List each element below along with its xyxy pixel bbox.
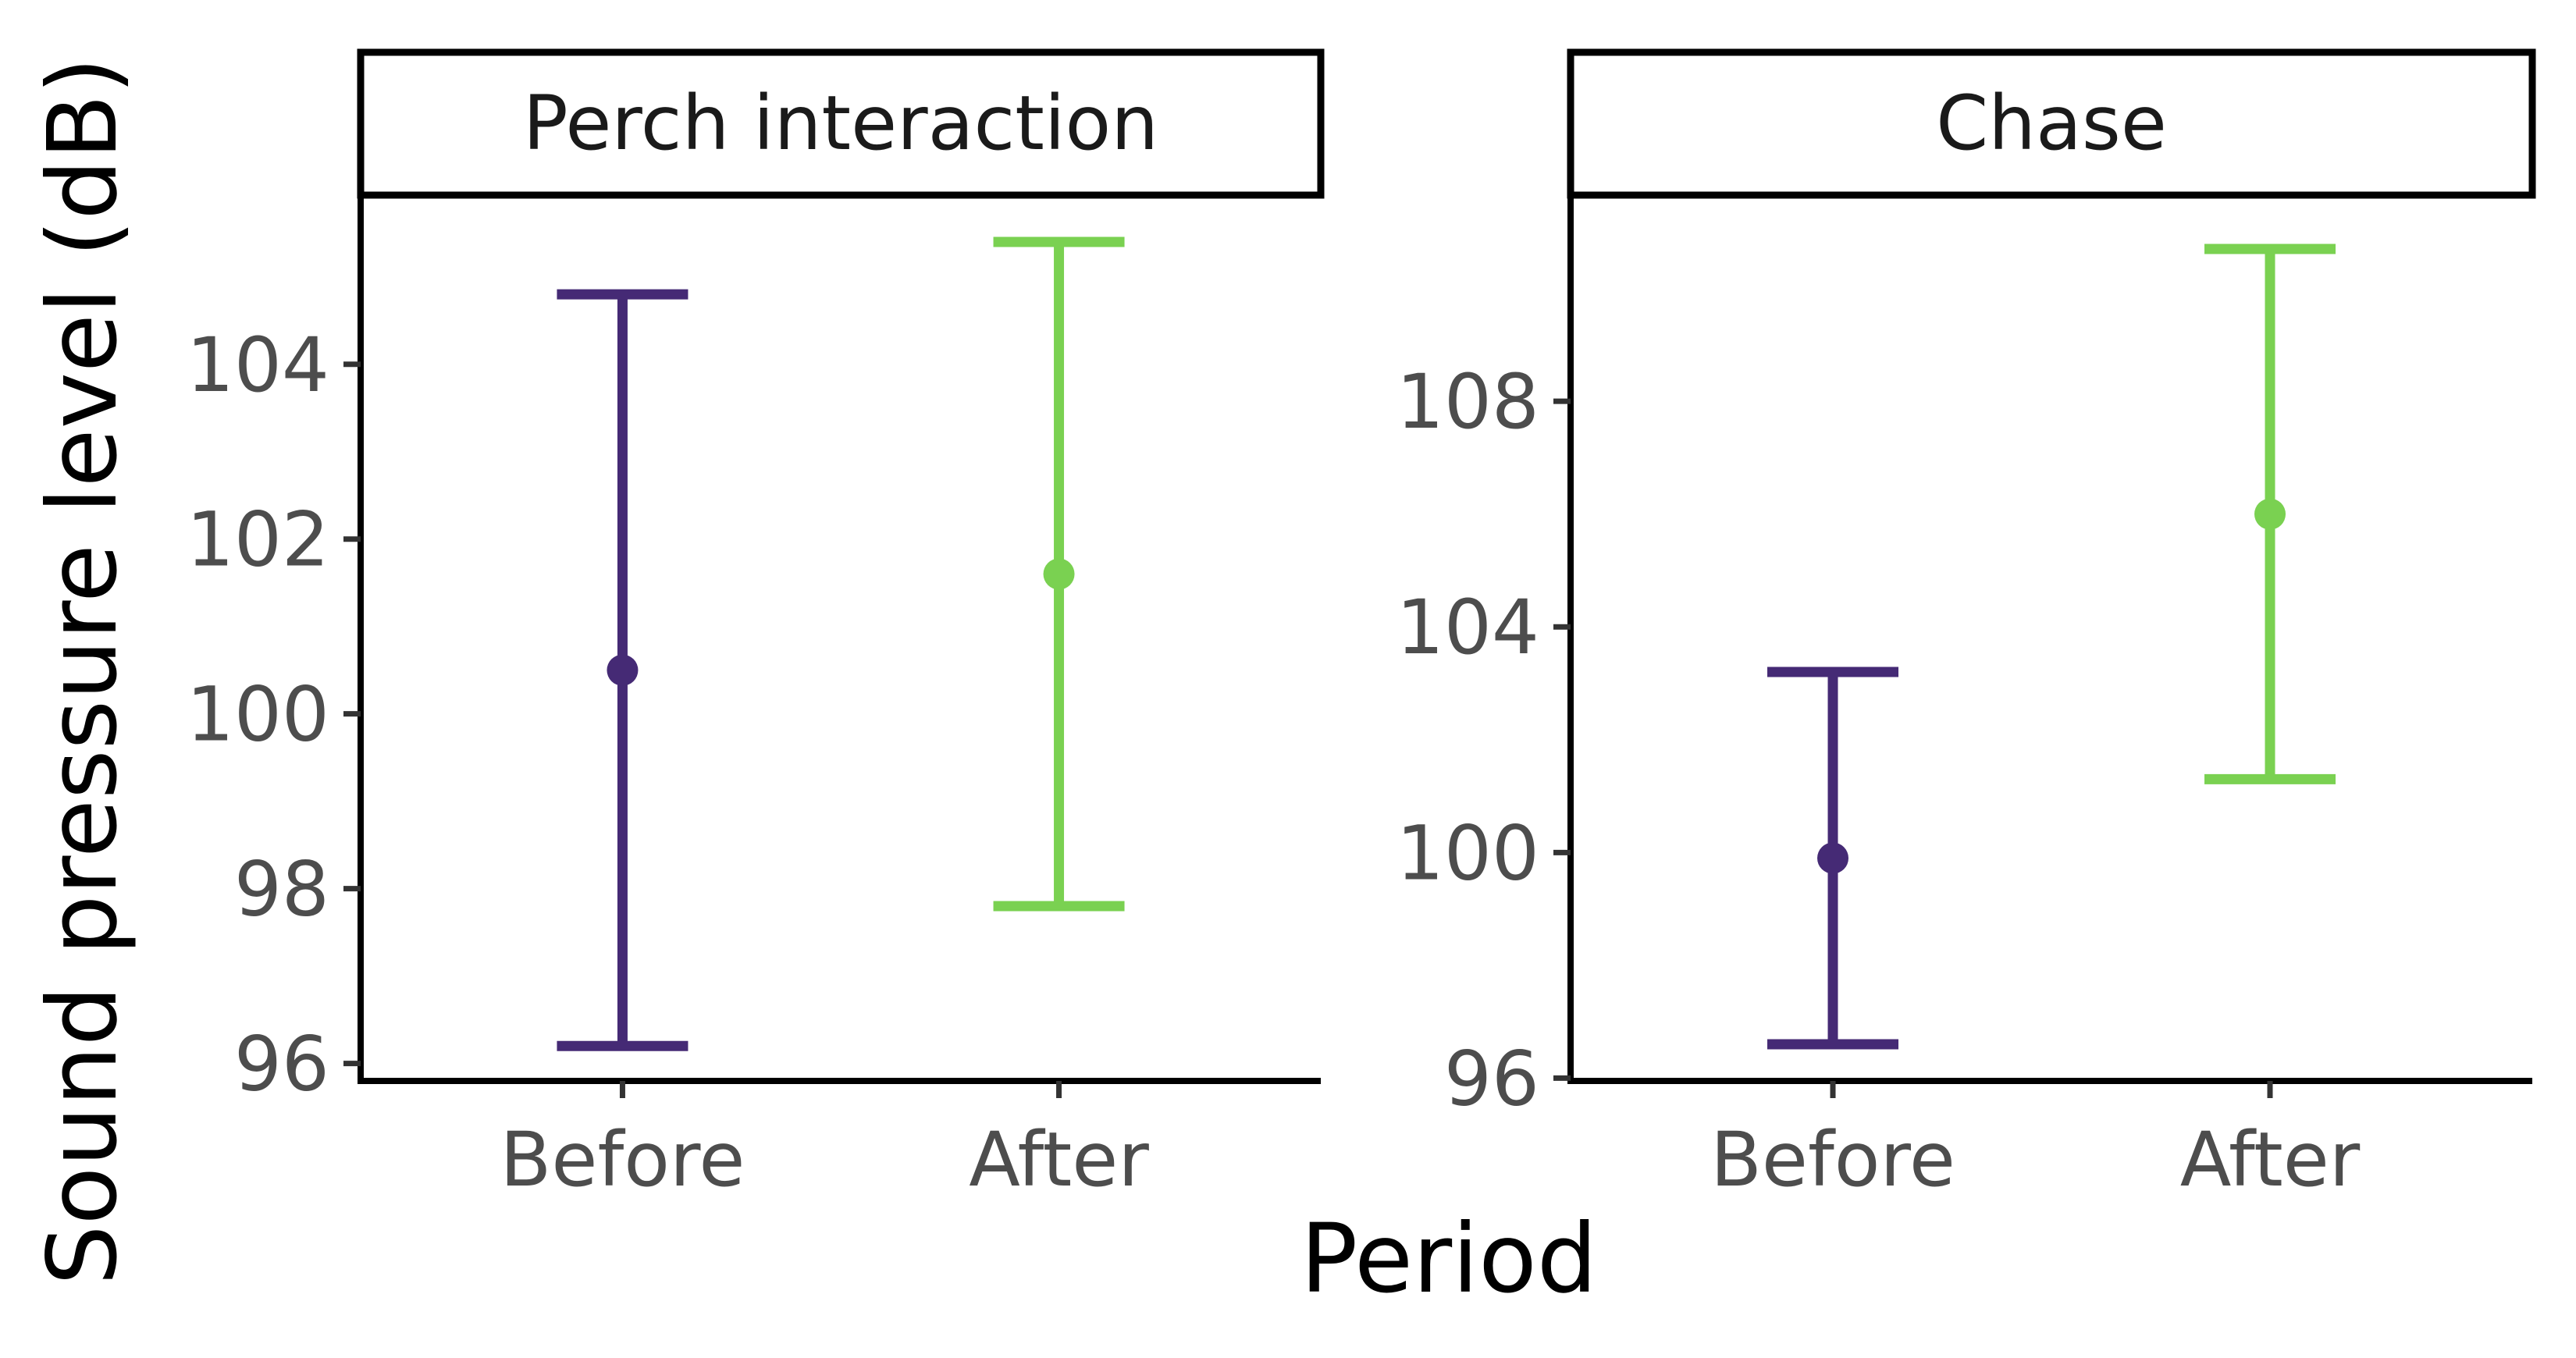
chart-panels: Perch interaction 96 98 100 102 104 Before Afte… <box>187 48 2536 1203</box>
mean-point <box>2254 498 2286 530</box>
y-tick-label: 104 <box>1397 584 1539 671</box>
y-tick-label: 102 <box>187 496 329 584</box>
facet-strip <box>357 48 1325 199</box>
x-tick-label: After <box>969 1116 1149 1203</box>
facet-strip-label: Chase <box>1936 80 2167 167</box>
mean-point <box>1043 558 1075 590</box>
x-tick-label: After <box>2180 1116 2361 1203</box>
y-axis-title: Sound pressure level (dB) <box>27 57 138 1285</box>
facet-strip <box>1567 48 2536 199</box>
y-tick-label: 100 <box>1397 809 1539 897</box>
panel: Chase 96 100 104 108 Before After <box>1397 48 2536 1203</box>
y-tick-label: 96 <box>234 1021 329 1108</box>
panel: Perch interaction 96 98 100 102 104 Before Afte… <box>187 48 1325 1203</box>
x-axis-title: Period <box>1300 1203 1597 1314</box>
y-tick-label: 104 <box>187 322 329 409</box>
mean-point <box>607 654 639 686</box>
mean-point <box>1817 842 1848 874</box>
y-tick-label: 108 <box>1397 358 1539 446</box>
y-tick-label: 96 <box>1444 1035 1539 1122</box>
x-tick-label: Before <box>1710 1116 1955 1203</box>
y-tick-label: 100 <box>187 671 329 759</box>
y-tick-label: 98 <box>234 846 329 933</box>
x-tick-label: Before <box>500 1116 745 1203</box>
facet-strip-label: Perch interaction <box>523 80 1158 167</box>
